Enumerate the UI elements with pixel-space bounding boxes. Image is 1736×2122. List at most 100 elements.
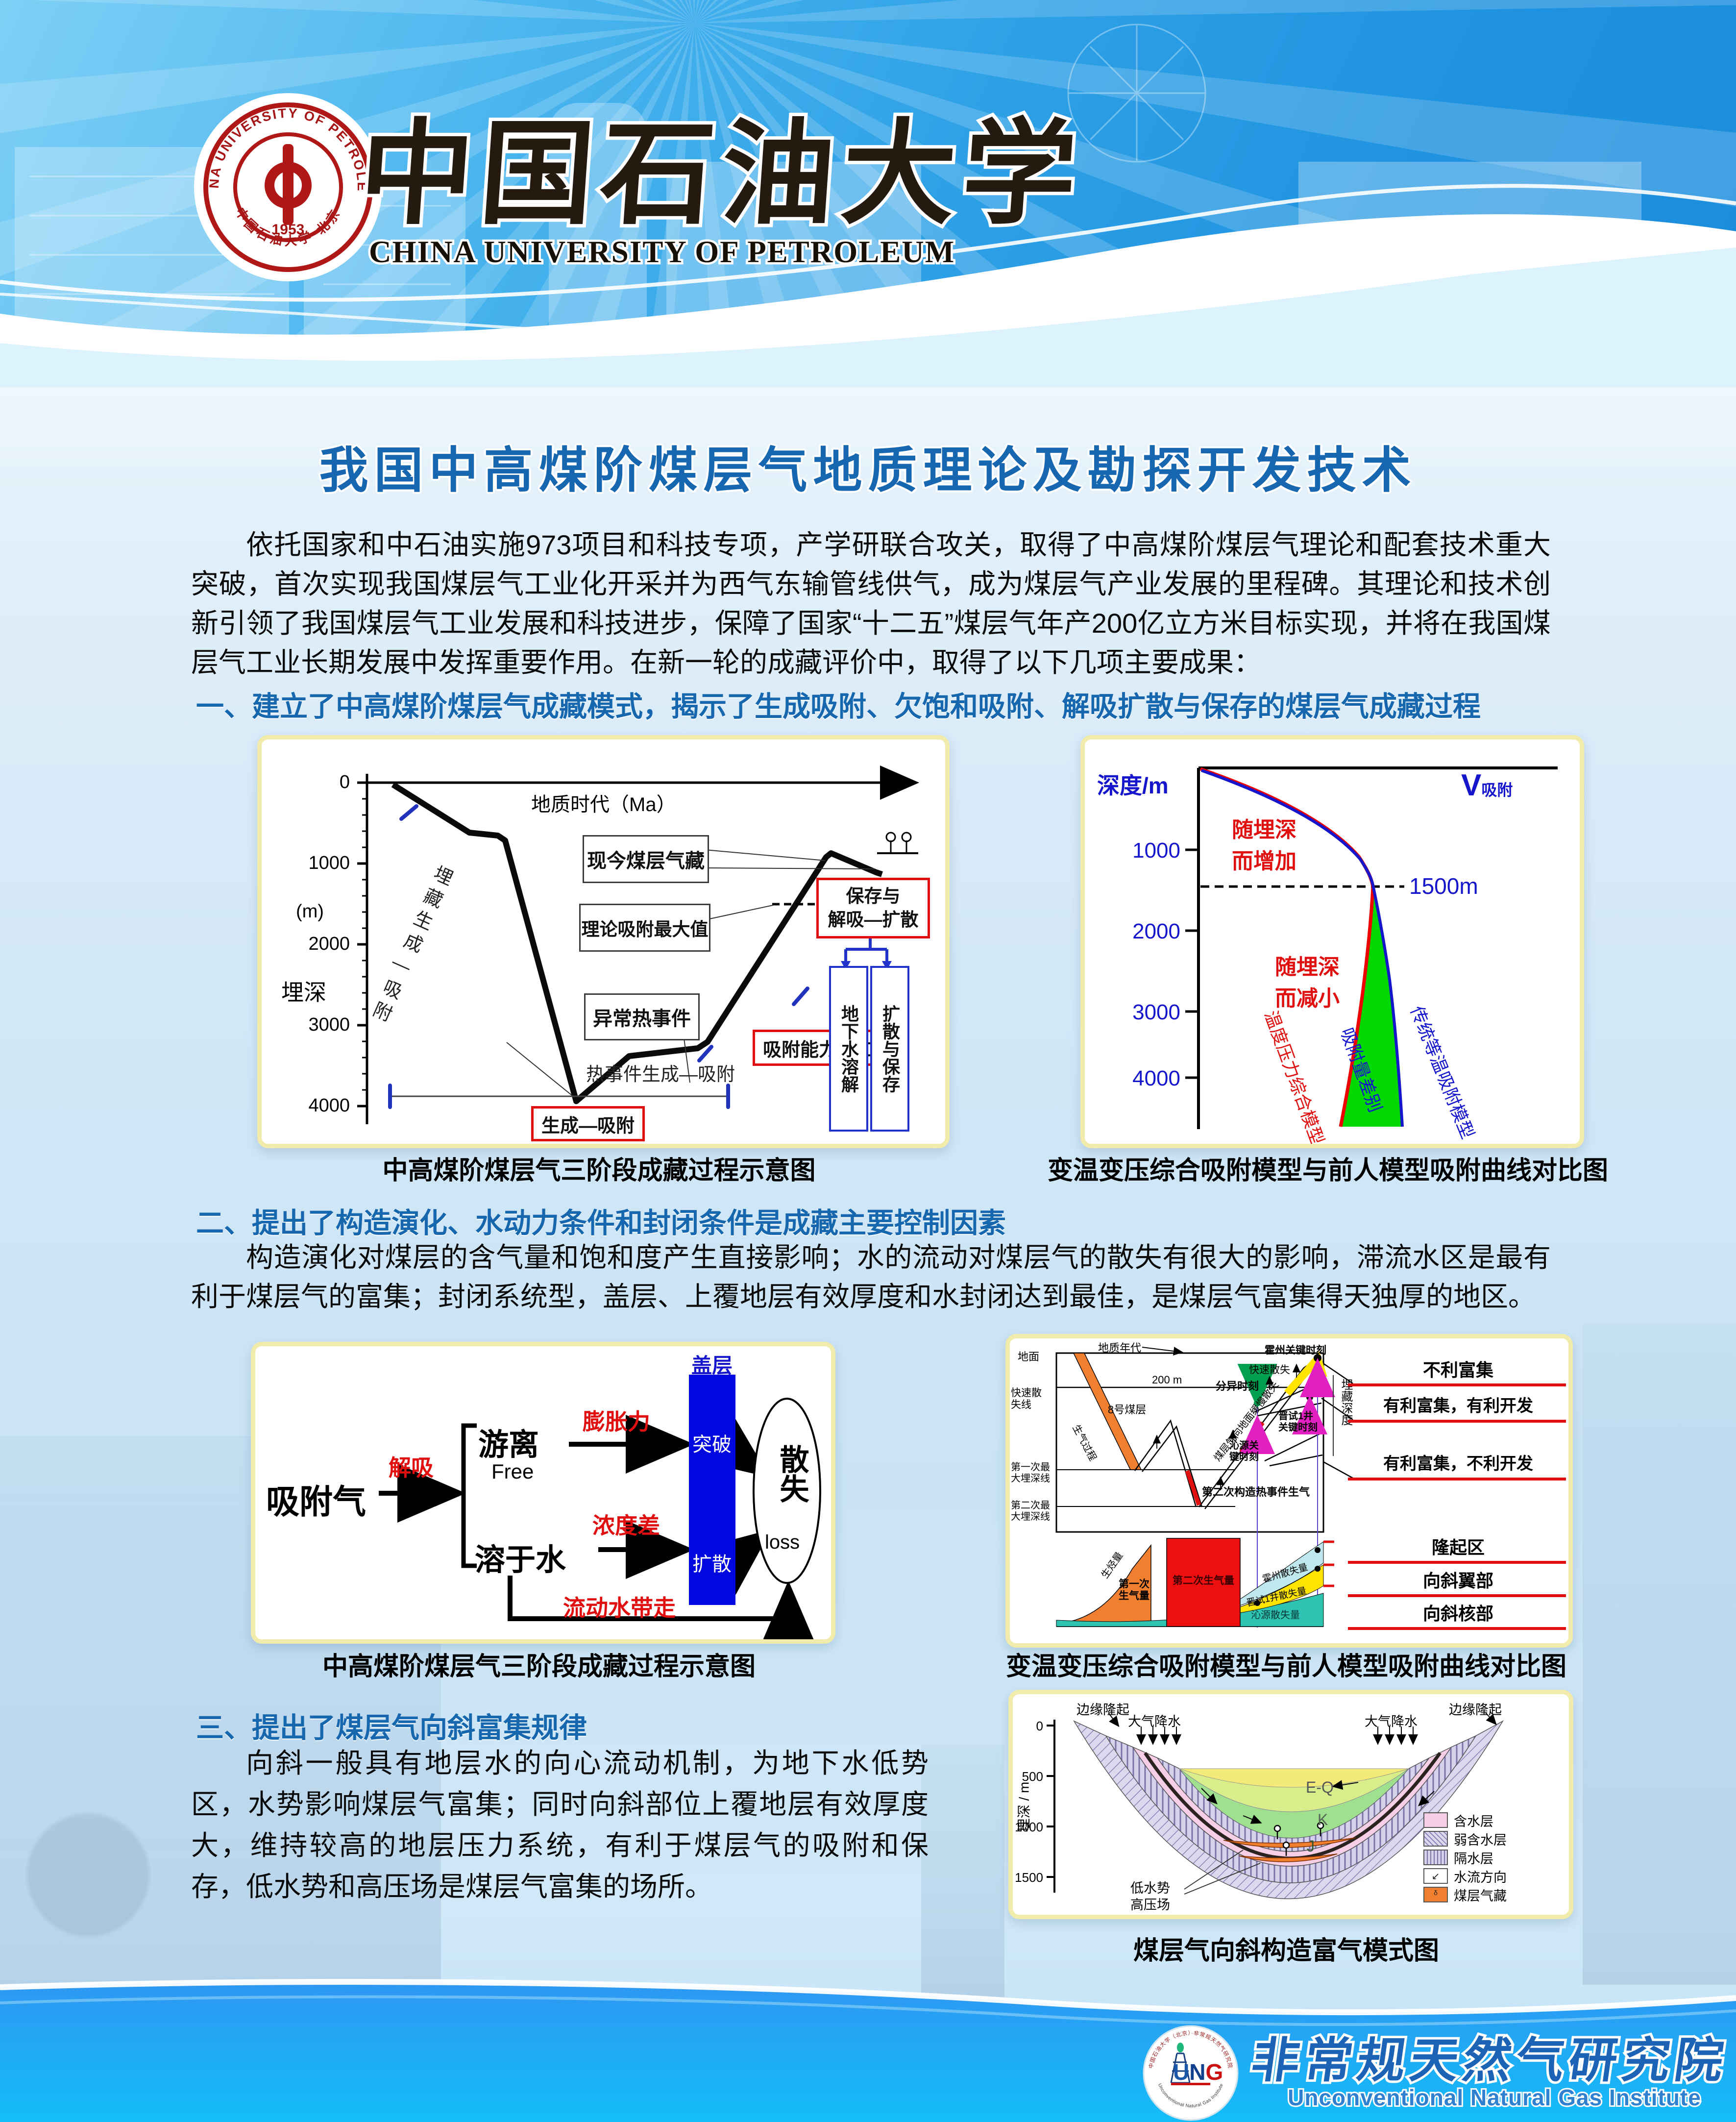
tick-1000: 1000 [1015, 1820, 1043, 1834]
y-tick-4000: 4000 [1132, 1066, 1180, 1090]
tick-0: 0 [1036, 1719, 1043, 1733]
label-expansion-force: 膨胀力 [583, 1409, 650, 1434]
caption-adsorption-chart: 变温变压综合吸附模型与前人模型吸附曲线对比图 [1047, 1157, 1608, 1185]
zone-line-1 [1348, 1383, 1566, 1386]
label-margin-uplift-left: 边缘隆起 [1076, 1703, 1129, 1717]
label-preserve-desorb: 保存与 解吸—扩散 [816, 878, 930, 938]
background-photo-right [1583, 1323, 1736, 1985]
burial-history-chart-graphic [357, 765, 919, 1124]
label-margin-uplift-right: 边缘隆起 [1449, 1703, 1502, 1717]
y-tick-2000: 2000 [1132, 919, 1180, 943]
caption-history-diagram: 变温变压综合吸附模型与前人模型吸附曲线对比图 [1005, 1653, 1566, 1681]
zone-label-limb: 向斜翼部 [1422, 1571, 1493, 1591]
university-name: 中国石油大学 CHINA UNIVERSITY OF PETROLEUM [365, 107, 1091, 271]
label-200m: 200 m [1152, 1374, 1182, 1386]
label-carried-away: 流动水带走 [563, 1595, 676, 1621]
caption-syncline-model: 煤层气向斜构造富气模式图 [1133, 1937, 1439, 1965]
tick-1500: 1500 [1015, 1870, 1043, 1885]
label-increase-with-depth: 随埋深 而增加 [1232, 818, 1296, 873]
flame-icon [1177, 2043, 1184, 2052]
university-name-en: CHINA UNIVERSITY OF PETROLEUM [369, 235, 955, 269]
header-banner: CHINA UNIVERSITY OF PETROLEUM 中国石油大学·北京 … [0, 0, 1736, 387]
intro-paragraph: 依托国家和中石油实施973项目和科技专项，产学研联合攻关，取得了中高煤阶煤层气理… [191, 529, 1551, 678]
label-coal8: 8号煤层 [1108, 1404, 1147, 1416]
legend-weak-aquifer: 弱含水层 [1423, 1829, 1507, 1848]
institute-name-cn: 非常规天然气研究院 [1246, 2031, 1734, 2089]
label-diffusion: 扩散 [692, 1554, 732, 1575]
label-rainfall-left: 大气降水 [1128, 1714, 1181, 1729]
label-jinshi-moment: 晋试1井 关键时刻 [1278, 1411, 1318, 1433]
institute-name-en: Unconventional Natural Gas Institute [1286, 2083, 1702, 2112]
gas-loss-flow-graphic [379, 1375, 821, 1639]
label-breakthrough: 突破 [692, 1434, 732, 1456]
label-fast-loss-line: 快速散 失线 [1011, 1387, 1042, 1411]
flow-arrow-icon: ↙ [1423, 1868, 1448, 1884]
svg-text:非常规天然气研究院: 非常规天然气研究院 [1248, 2033, 1732, 2087]
university-name-cn: 中国石油大学 [365, 111, 1087, 238]
label-qinyuan-moment: 沁源关 键时刻 [1229, 1440, 1259, 1462]
y-tick-3000: 3000 [1132, 1000, 1180, 1024]
legend-flow-direction: ↙ 水流方向 [1423, 1867, 1507, 1885]
label-max-burial2: 第二次最 大埋深线 [1011, 1500, 1050, 1522]
zone-label-fav-dev: 有利富集，有利开发 [1383, 1397, 1533, 1415]
label-gas-amount2: 第二次生气量 [1173, 1575, 1234, 1586]
label-unit-eq: E-Q [1306, 1778, 1334, 1796]
legend: 含水层 弱含水层 隔水层 ↙ 水流方向 ᵟ 煤层气藏 [1423, 1811, 1507, 1904]
legend-aquiclude: 隔水层 [1423, 1848, 1507, 1867]
accumulation-history-diagram-panel: 地面 地质年代 快速散 失线 200 m 霍州关键时刻 快速散失 分异时刻 沁源关… [1005, 1334, 1573, 1648]
x-axis-label: 地质时代（Ma） [531, 794, 676, 815]
label-concentration-diff: 浓度差 [592, 1513, 660, 1538]
label-1500m: 1500m [1409, 873, 1478, 899]
section2-heading: 二、提出了构造演化、水动力条件和封闭条件是成藏主要控制因素 [196, 1208, 1006, 1239]
label-huozhou-moment: 霍州关键时刻 [1265, 1345, 1326, 1356]
zone-label-unfavorable: 不利富集 [1422, 1360, 1493, 1380]
label-era: 地质年代 [1098, 1342, 1142, 1354]
svg-text:Unconventional Natural Gas Ins: Unconventional Natural Gas Institute [1288, 2085, 1701, 2110]
section3-paragraph: 向斜一般具有地层水的向心流动机制，为地下水低势区，水势影响煤层气富集；同时向斜部… [191, 1748, 929, 1902]
adsorption-model-chart-graphic [1185, 766, 1558, 1129]
gas-loss-flow-diagram-panel: 吸附气 解吸 游离 Free 溶于水 膨胀力 浓度差 盖层 突破 扩散 散失 l… [251, 1342, 835, 1644]
y-tick-2000: 2000 [308, 934, 350, 954]
label-generation-adsorption: 生成—吸附 [531, 1106, 645, 1141]
adsorption-model-chart-panel: 深度/m V吸附 1000 2000 3000 4000 1500m 随埋深 而增… [1080, 735, 1584, 1148]
zone-label-core: 向斜核部 [1422, 1604, 1493, 1624]
syncline-model-graphic [1047, 1712, 1504, 1900]
label-thermal-gas2: 第二次构造热事件生气 [1202, 1486, 1310, 1498]
label-free-gas: 游离 [478, 1428, 539, 1462]
label-unit-j: J [1307, 1837, 1315, 1855]
callout-thermal-event: 异常热事件 [584, 993, 700, 1040]
seal-emblem-icon [265, 144, 312, 225]
section1-heading: 一、建立了中高煤阶煤层气成藏模式，揭示了生成吸附、欠饱和吸附、解吸扩散与保存的煤… [196, 691, 1481, 722]
label-diffusion-preserve: 扩散与保存 [870, 966, 909, 1132]
y-unit-label: (m) [296, 901, 324, 922]
y-tick-3000: 3000 [308, 1014, 350, 1035]
legend-cbm-reservoir: ᵟ 煤层气藏 [1423, 1885, 1507, 1904]
derrick-icon [1170, 2052, 1191, 2084]
label-max-burial1: 第一次最 大埋深线 [1011, 1462, 1050, 1484]
label-low-potential: 低水势 高压场 [1130, 1881, 1170, 1912]
zone-label-fav-nodev: 有利富集，不利开发 [1383, 1455, 1533, 1473]
depth-axis-label: 深度/m [1097, 773, 1169, 798]
poster-title: 我国中高煤阶煤层气地质理论及勘探开发技术 [319, 443, 1417, 498]
label-differentiation-moment: 分异时刻 [1216, 1380, 1259, 1392]
label-qinyuan-loss: 沁源散失量 [1251, 1610, 1300, 1621]
zone-line-2 [1348, 1420, 1566, 1423]
institute-logo: 中国石油大学（北京）·非常规天然气研究院 Unconventional Natu… [1143, 2025, 1239, 2121]
callout-theoretical-max: 理论吸附最大值 [579, 904, 710, 952]
v-adsorption-label: V吸附 [1461, 768, 1513, 802]
label-rainfall-right: 大气降水 [1365, 1714, 1418, 1729]
label-desorption: 解吸 [389, 1455, 434, 1480]
zone-label-uplift: 隆起区 [1431, 1537, 1485, 1557]
zone-line-4 [1348, 1561, 1566, 1564]
label-unit-k: K [1318, 1811, 1328, 1828]
y-tick-4000: 4000 [308, 1095, 350, 1116]
label-decrease-with-depth: 随埋深 而减小 [1275, 955, 1340, 1011]
tick-500: 500 [1022, 1769, 1043, 1784]
label-loss-cn: 散失 [776, 1444, 808, 1503]
legend-aquifer: 含水层 [1423, 1811, 1507, 1829]
label-thermal-generation: 热事件生成—吸附 [586, 1064, 735, 1085]
y-tick-1000: 1000 [1132, 839, 1180, 863]
zone-line-3 [1348, 1478, 1566, 1480]
label-gas-amount1: 第一次 生气量 [1119, 1579, 1149, 1602]
